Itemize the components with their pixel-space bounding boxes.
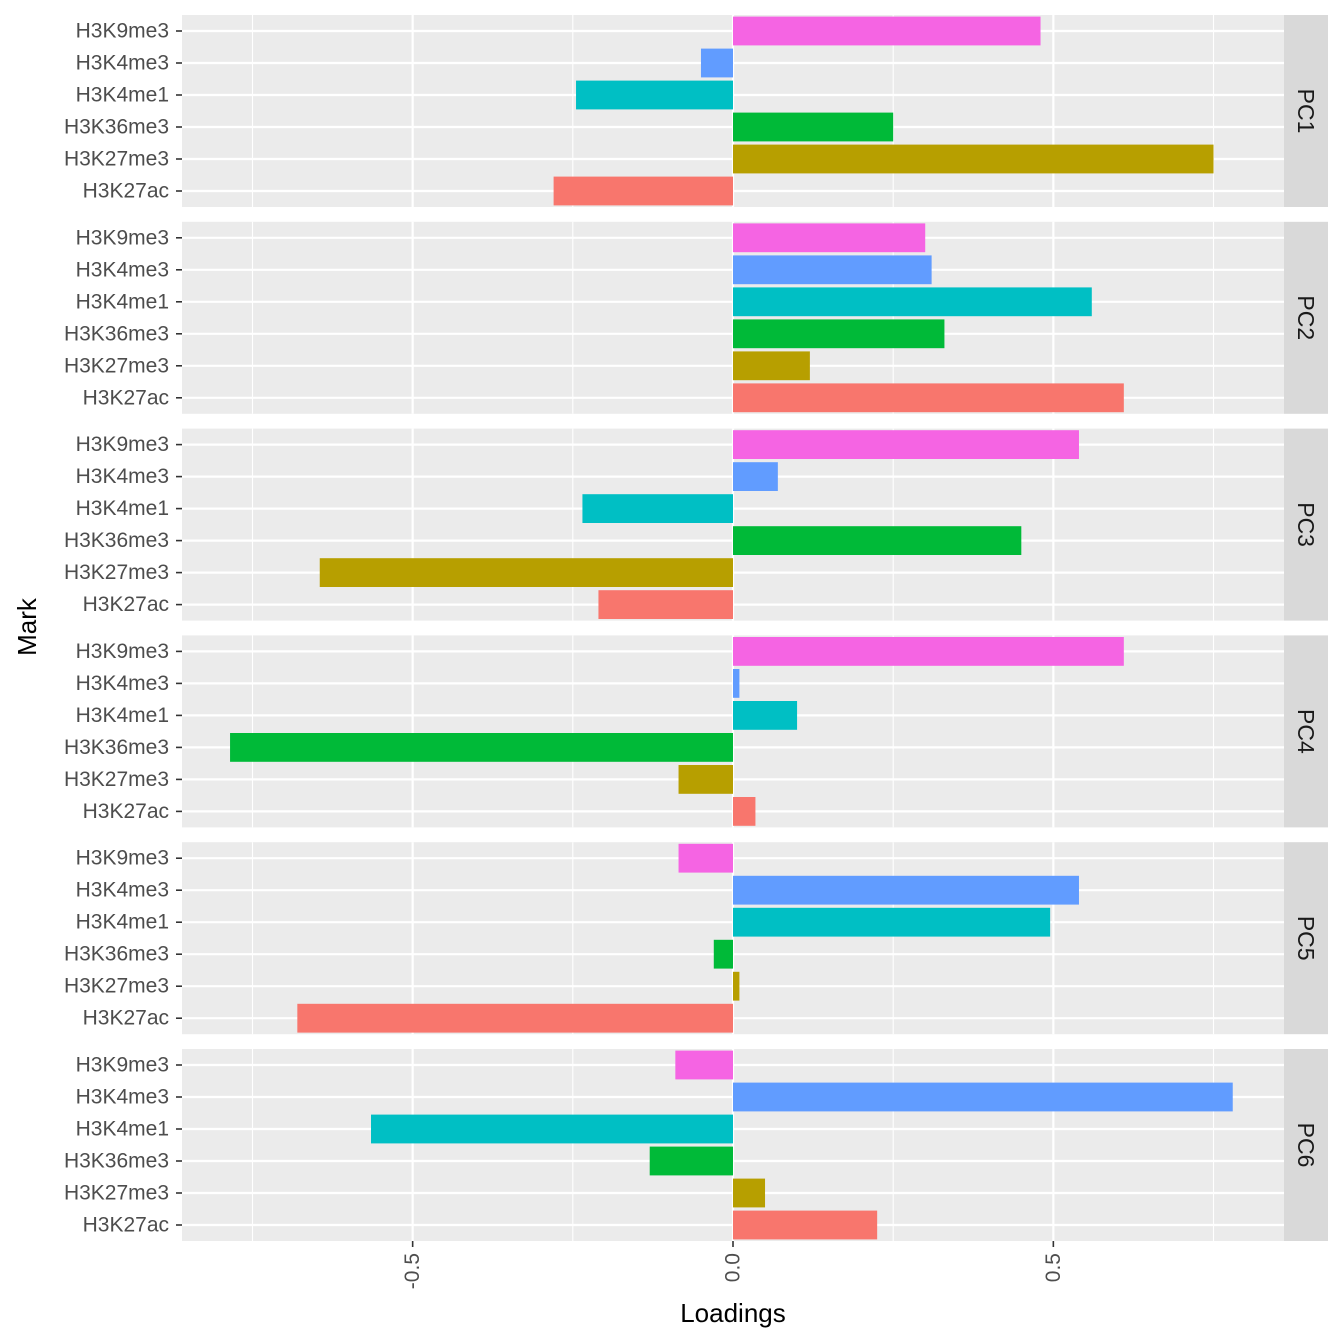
bar-pc3-h3k4me1 <box>582 494 733 523</box>
y-tick-label: H3K27ac <box>83 593 169 616</box>
facet-strip-label: PC2 <box>1293 295 1319 340</box>
y-tick-label: H3K4me3 <box>76 1086 169 1109</box>
bar-pc4-h3k9me3 <box>733 637 1124 666</box>
x-axis: -0.5 0.0 0.5 <box>401 1241 1065 1289</box>
bar-pc4-h3k27me3 <box>678 765 733 794</box>
y-tick-label: H3K4me1 <box>76 84 169 107</box>
bar-pc6-h3k4me1 <box>371 1114 733 1144</box>
panel-pc6: H3K9me3 H3K4me3 H3K4me1 H3K36me3 H3K27me3 H3K… <box>64 1049 1328 1241</box>
y-tick-label: H3K9me3 <box>76 847 169 870</box>
y-tick-label: H3K27me3 <box>64 1182 169 1205</box>
bar-pc1-h3k4me1 <box>576 80 733 110</box>
bar-pc4-h3k4me3 <box>733 669 740 698</box>
y-tick-label: H3K27ac <box>83 180 169 203</box>
x-tick-label: -0.5 <box>401 1253 424 1289</box>
y-tick-label: H3K4me3 <box>76 672 169 695</box>
y-tick-label: H3K9me3 <box>76 433 169 456</box>
bar-pc6-h3k36me3 <box>649 1146 733 1176</box>
bar-pc3-h3k27ac <box>598 590 733 619</box>
facet-strip <box>1284 428 1328 621</box>
facet-strip <box>1284 1049 1328 1241</box>
y-tick-label: H3K27ac <box>83 386 169 409</box>
y-tick-label: H3K36me3 <box>64 943 169 966</box>
y-tick-label: H3K4me1 <box>76 1118 169 1141</box>
bar-pc3-h3k36me3 <box>733 526 1022 555</box>
y-tick-label: H3K4me1 <box>76 704 169 727</box>
bar-pc1-h3k27me3 <box>733 144 1214 174</box>
bar-pc5-h3k36me3 <box>713 939 733 969</box>
y-tick-label: H3K27me3 <box>64 975 169 998</box>
bar-pc1-h3k36me3 <box>733 112 894 142</box>
bar-pc2-h3k27ac <box>733 383 1124 413</box>
facet-strip-label: PC4 <box>1293 709 1319 754</box>
y-tick-label: H3K27me3 <box>64 148 169 171</box>
bar-pc4-h3k4me1 <box>733 701 798 730</box>
y-tick-label: H3K36me3 <box>64 116 169 139</box>
y-tick-label: H3K27me3 <box>64 768 169 791</box>
y-tick-label: H3K36me3 <box>64 322 169 345</box>
bar-pc2-h3k4me1 <box>733 287 1092 317</box>
y-tick-label: H3K9me3 <box>76 1054 169 1077</box>
y-tick-label: H3K27ac <box>83 1007 169 1030</box>
facet-strip-label: PC1 <box>1293 89 1319 134</box>
panel-pc1: H3K9me3 H3K4me3 H3K4me1 H3K36me3 H3K27me3 H3K… <box>64 15 1328 207</box>
y-tick-label: H3K9me3 <box>76 226 169 249</box>
panel-pc4: H3K9me3 H3K4me3 H3K4me1 H3K36me3 H3K27me3 H3K… <box>64 635 1328 828</box>
y-tick-label: H3K27ac <box>83 800 169 823</box>
bar-pc6-h3k27ac <box>733 1210 878 1240</box>
facet-strip-label: PC5 <box>1293 916 1319 961</box>
bar-pc5-h3k4me3 <box>733 875 1079 905</box>
bar-pc3-h3k4me3 <box>733 462 778 491</box>
bar-pc2-h3k27me3 <box>733 351 810 381</box>
panels-layer: H3K9me3 H3K4me3 H3K4me1 H3K36me3 H3K27me3 H3K… <box>64 15 1328 1241</box>
y-tick-label: H3K4me1 <box>76 290 169 313</box>
facet-strip <box>1284 635 1328 828</box>
bar-pc6-h3k4me3 <box>733 1082 1233 1112</box>
bar-pc6-h3k9me3 <box>675 1050 733 1080</box>
y-tick-label: H3K4me1 <box>76 497 169 520</box>
y-tick-label: H3K27me3 <box>64 561 169 584</box>
bar-pc2-h3k4me3 <box>733 255 932 285</box>
facet-strip-label: PC6 <box>1293 1123 1319 1168</box>
y-tick-label: H3K4me3 <box>76 465 169 488</box>
bar-pc3-h3k9me3 <box>733 430 1079 459</box>
bar-pc4-h3k36me3 <box>230 733 734 762</box>
y-tick-label: H3K4me1 <box>76 911 169 934</box>
y-axis-title: Mark <box>12 597 42 656</box>
y-tick-label: H3K9me3 <box>76 20 169 43</box>
panel-pc5: H3K9me3 H3K4me3 H3K4me1 H3K36me3 H3K27me3 H3K… <box>64 842 1328 1035</box>
bar-pc2-h3k9me3 <box>733 223 926 253</box>
bar-pc2-h3k36me3 <box>733 319 945 349</box>
y-tick-label: H3K27me3 <box>64 354 169 377</box>
y-tick-label: H3K4me3 <box>76 52 169 75</box>
x-tick-label: 0.5 <box>1042 1253 1065 1282</box>
y-tick-label: H3K4me3 <box>76 258 169 281</box>
y-tick-label: H3K36me3 <box>64 529 169 552</box>
y-tick-label: H3K4me3 <box>76 879 169 902</box>
bar-pc5-h3k27me3 <box>733 971 740 1001</box>
bar-pc5-h3k27ac <box>297 1003 733 1033</box>
panel-pc2: H3K9me3 H3K4me3 H3K4me1 H3K36me3 H3K27me3 H3K… <box>64 221 1328 414</box>
y-tick-label: H3K36me3 <box>64 1150 169 1173</box>
y-tick-label: H3K36me3 <box>64 736 169 759</box>
facet-strip <box>1284 221 1328 414</box>
bar-pc5-h3k9me3 <box>678 843 733 873</box>
x-tick-label: 0.0 <box>722 1253 745 1282</box>
x-axis-title: Loadings <box>680 1298 786 1328</box>
bar-pc3-h3k27me3 <box>319 558 733 587</box>
facet-strip-label: PC3 <box>1293 502 1319 547</box>
bar-pc4-h3k27ac <box>733 797 756 826</box>
facet-strip <box>1284 15 1328 207</box>
y-tick-label: H3K27ac <box>83 1214 169 1237</box>
bar-pc1-h3k4me3 <box>700 48 733 78</box>
bar-pc6-h3k27me3 <box>733 1178 766 1208</box>
bar-pc5-h3k4me1 <box>733 907 1051 937</box>
y-tick-label: H3K9me3 <box>76 640 169 663</box>
bar-pc1-h3k27ac <box>553 176 733 206</box>
facet-strip <box>1284 842 1328 1035</box>
panel-pc3: H3K9me3 H3K4me3 H3K4me1 H3K36me3 H3K27me3 H3K… <box>64 428 1328 621</box>
bar-pc1-h3k9me3 <box>733 16 1041 46</box>
